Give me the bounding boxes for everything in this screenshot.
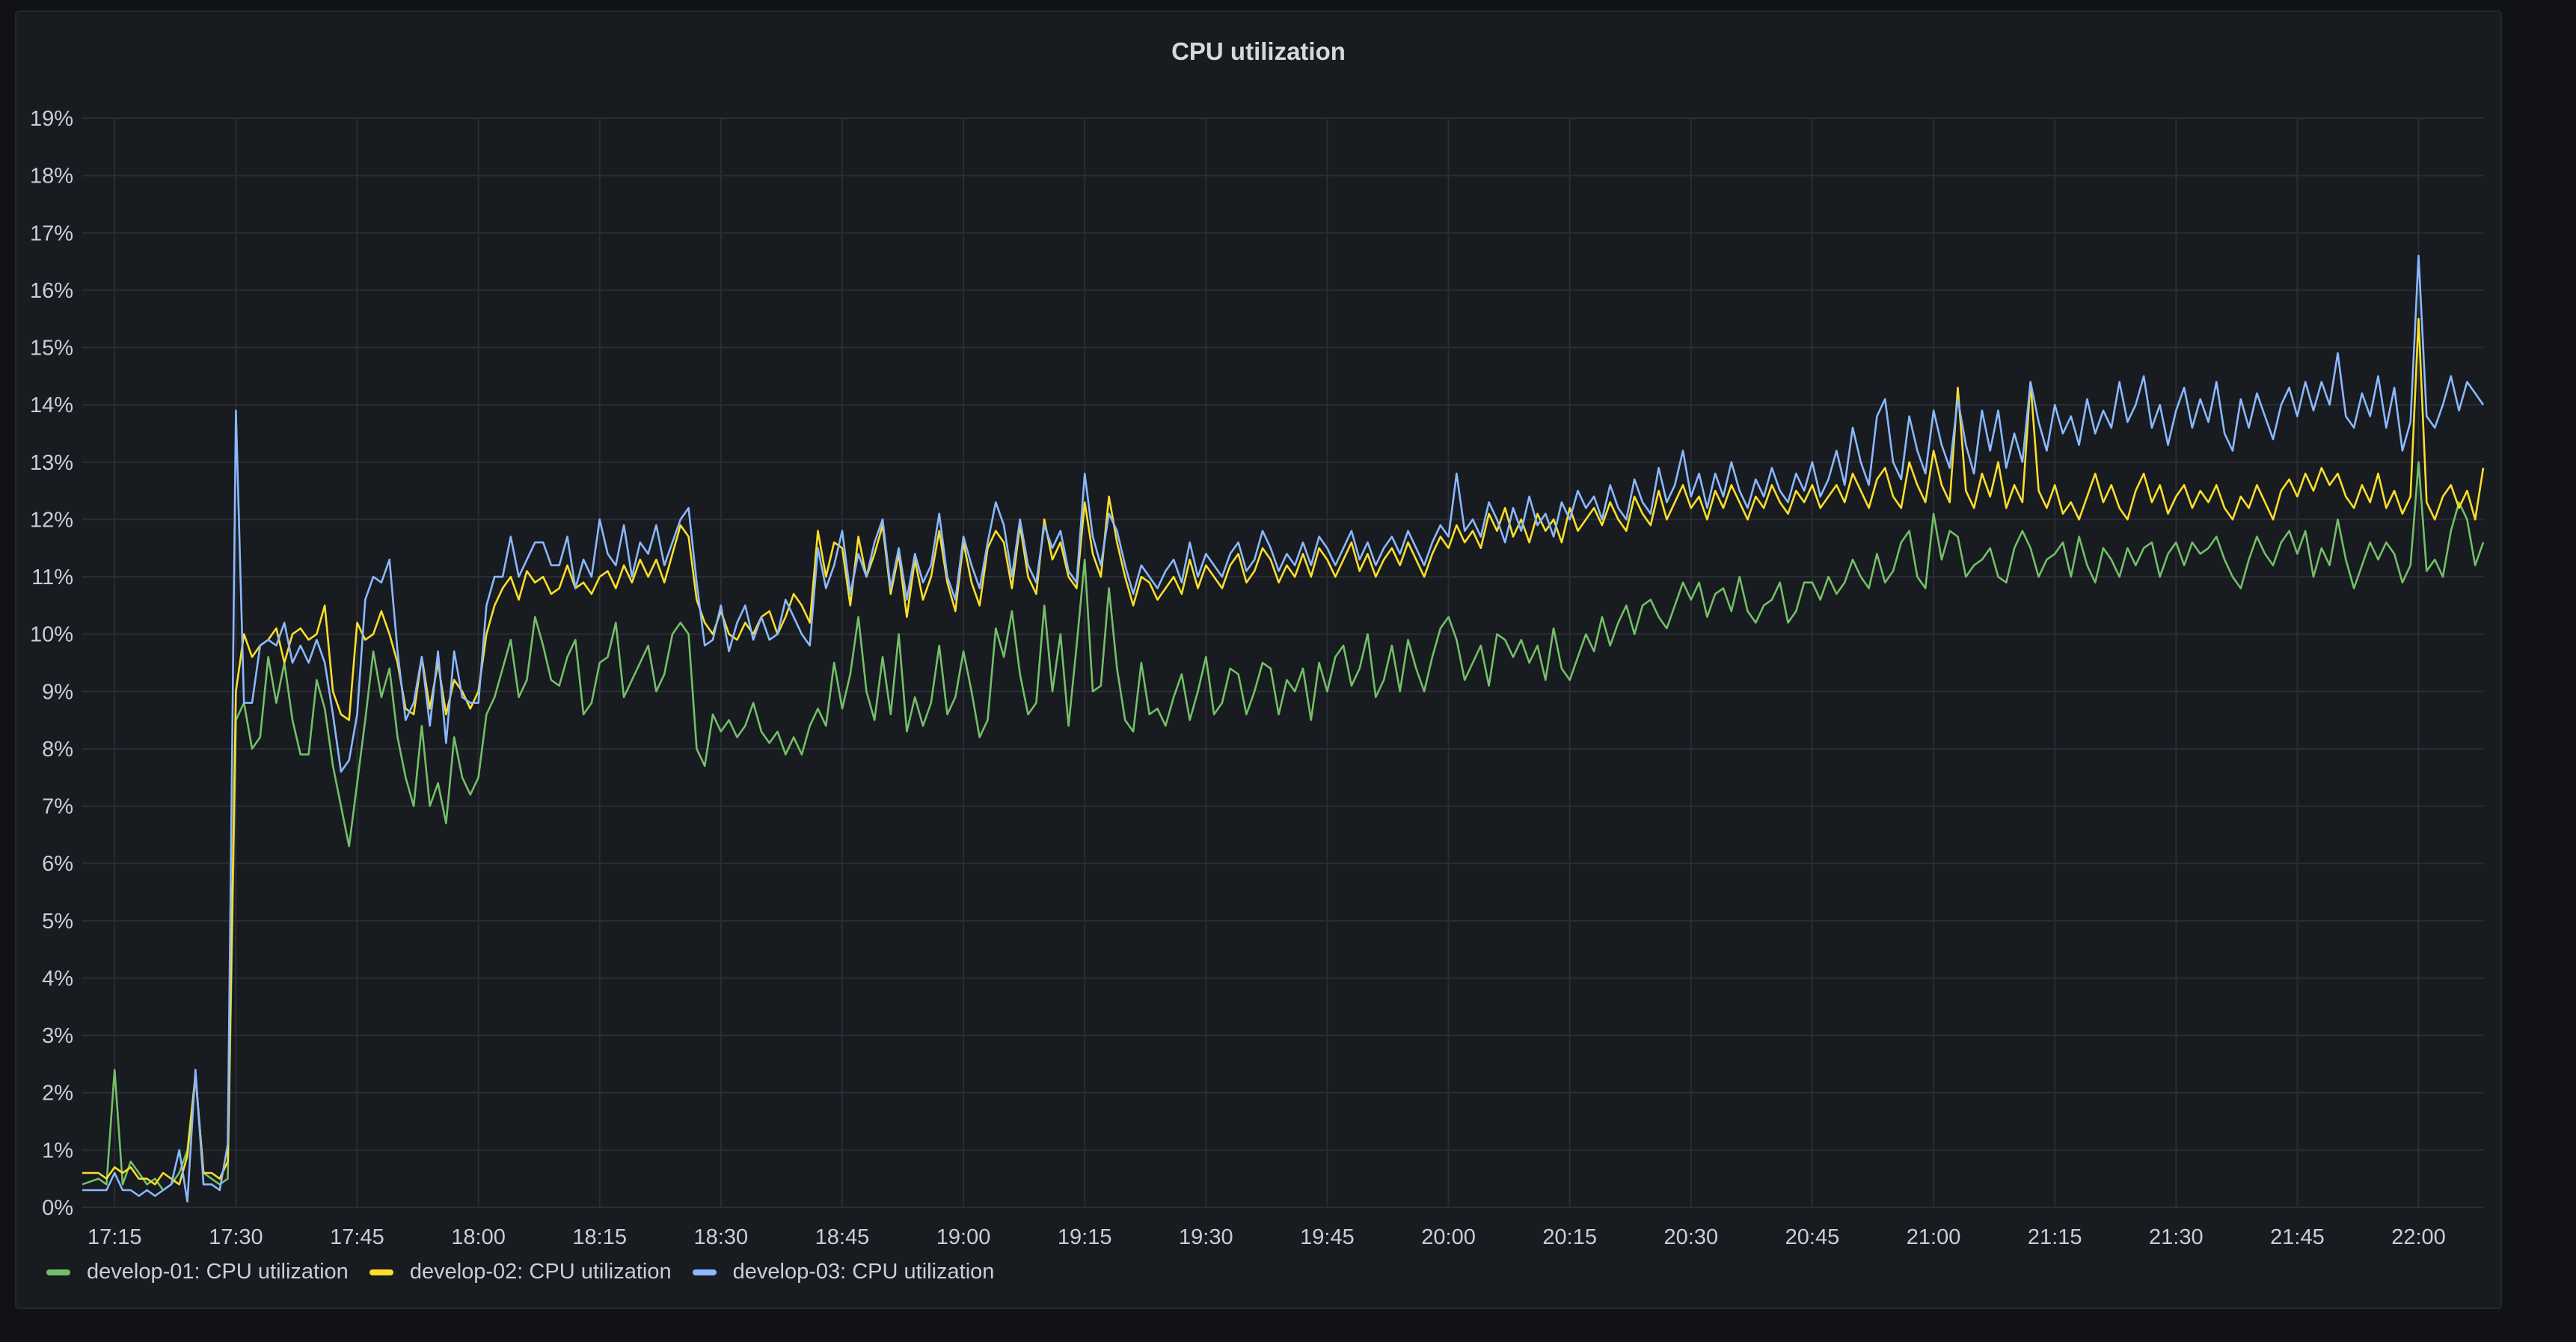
y-tick-label: 9% <box>42 680 73 704</box>
x-tick-label: 21:45 <box>2270 1225 2325 1249</box>
y-tick-label: 7% <box>42 795 73 819</box>
legend-swatch <box>692 1269 717 1275</box>
y-tick-label: 8% <box>42 738 73 762</box>
y-tick-label: 4% <box>42 966 73 990</box>
x-tick-label: 21:15 <box>2028 1225 2082 1249</box>
y-tick-label: 0% <box>42 1196 73 1220</box>
legend-item-1[interactable]: develop-01: CPU utilization <box>46 1260 349 1284</box>
x-tick-label: 18:45 <box>815 1225 870 1249</box>
legend-item-2[interactable]: develop-02: CPU utilization <box>369 1260 672 1284</box>
legend-label: develop-03: CPU utilization <box>732 1260 995 1284</box>
y-axis: 0% 1% 2% 3% 4% 5% 6% 7% 8% 9% 10% 11% 12% 13% 14% 15% 16… <box>30 107 73 1220</box>
x-tick-label: 17:15 <box>88 1225 142 1249</box>
y-tick-label: 1% <box>42 1139 73 1162</box>
x-tick-label: 21:30 <box>2149 1225 2204 1249</box>
series-layer <box>82 254 2485 1203</box>
y-tick-label: 11% <box>31 566 73 589</box>
y-tick-label: 18% <box>30 165 73 189</box>
panel-title: CPU utilization <box>1171 37 1346 65</box>
series-line-3 <box>82 254 2485 1203</box>
legend-item-3[interactable]: develop-03: CPU utilization <box>692 1260 995 1284</box>
y-tick-label: 14% <box>30 393 73 417</box>
x-tick-label: 20:00 <box>1421 1225 1476 1249</box>
x-tick-label: 17:30 <box>209 1225 263 1249</box>
x-tick-label: 20:15 <box>1542 1225 1597 1249</box>
y-tick-label: 19% <box>30 107 73 131</box>
x-tick-label: 20:45 <box>1785 1225 1840 1249</box>
x-tick-label: 19:00 <box>936 1225 991 1249</box>
x-tick-label: 19:30 <box>1179 1225 1233 1249</box>
y-tick-label: 15% <box>30 337 73 361</box>
legend-swatch <box>46 1269 70 1275</box>
x-tick-label: 20:30 <box>1664 1225 1719 1249</box>
y-tick-label: 5% <box>42 910 73 934</box>
x-tick-label: 18:00 <box>451 1225 506 1249</box>
grid <box>82 117 2483 1208</box>
x-tick-label: 22:00 <box>2391 1225 2446 1249</box>
x-axis: 17:15 17:30 17:45 18:00 18:15 18:30 18:45 19:00… <box>88 1225 2446 1249</box>
y-tick-label: 3% <box>42 1024 73 1048</box>
legend-label: develop-02: CPU utilization <box>409 1260 672 1284</box>
x-tick-label: 19:15 <box>1058 1225 1112 1249</box>
legend-swatch <box>369 1269 393 1275</box>
y-tick-label: 6% <box>42 852 73 876</box>
legend: develop-01: CPU utilization develop-02: C… <box>46 1260 1015 1284</box>
y-tick-label: 2% <box>42 1082 73 1106</box>
x-tick-label: 18:15 <box>572 1225 627 1249</box>
x-tick-label: 18:30 <box>694 1225 749 1249</box>
x-tick-label: 19:45 <box>1300 1225 1355 1249</box>
legend-label: develop-01: CPU utilization <box>87 1260 349 1284</box>
series-line-1 <box>82 461 2485 1192</box>
y-tick-label: 17% <box>30 221 73 245</box>
x-tick-label: 21:00 <box>1907 1225 1961 1249</box>
y-tick-label: 13% <box>30 451 73 475</box>
series-line-2 <box>82 317 2485 1186</box>
y-tick-label: 10% <box>30 623 73 647</box>
y-tick-label: 12% <box>30 508 73 532</box>
x-tick-label: 17:45 <box>330 1225 384 1249</box>
y-tick-label: 16% <box>30 279 73 303</box>
